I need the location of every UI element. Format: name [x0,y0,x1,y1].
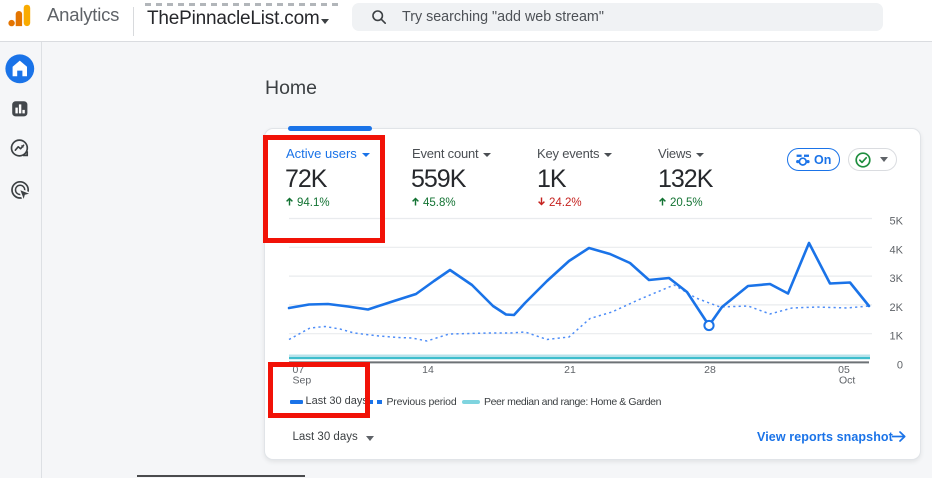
svg-text:3K: 3K [890,273,904,285]
svg-text:1K: 1K [890,331,904,343]
svg-text:5K: 5K [890,216,904,228]
svg-text:21: 21 [564,364,576,376]
svg-text:2K: 2K [890,302,904,314]
svg-text:0: 0 [897,360,903,372]
svg-text:07: 07 [293,364,305,376]
svg-text:Sep: Sep [293,375,312,387]
svg-text:Oct: Oct [839,375,855,387]
svg-text:4K: 4K [890,244,904,256]
svg-text:05: 05 [838,364,850,376]
svg-text:28: 28 [704,364,716,376]
svg-text:14: 14 [422,364,434,376]
